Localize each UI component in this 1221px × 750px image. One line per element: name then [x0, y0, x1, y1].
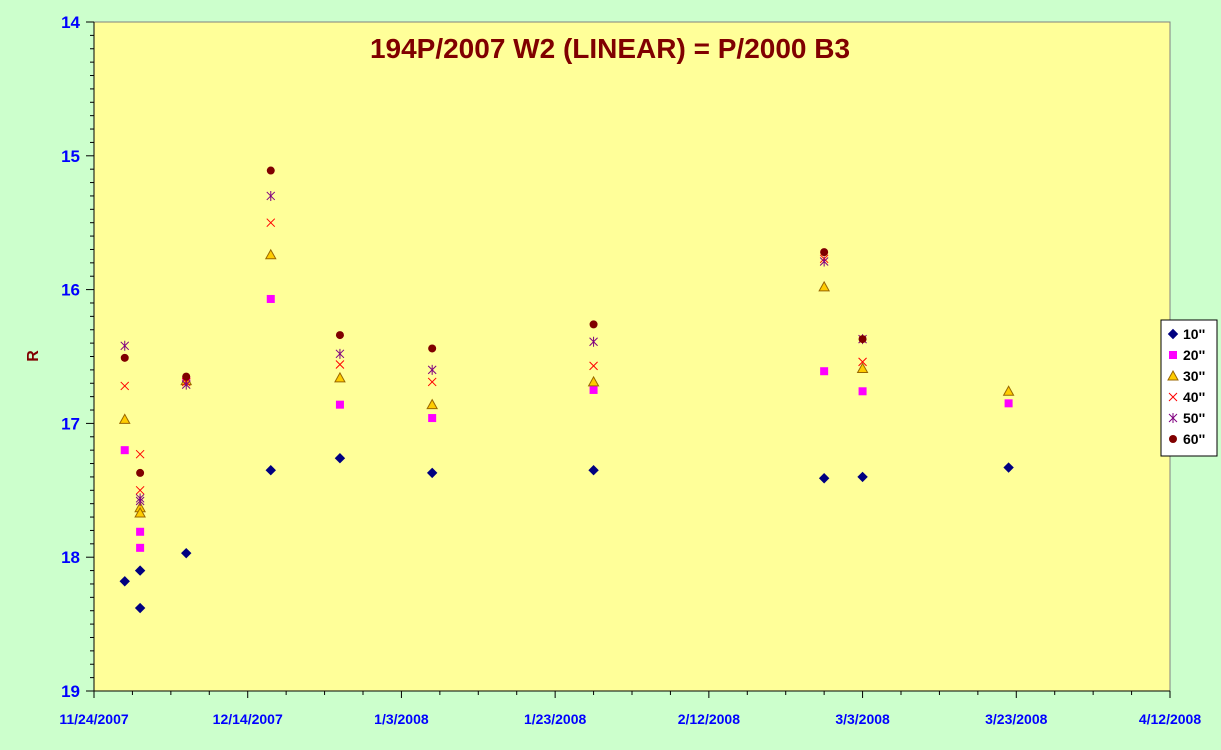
- chart-title: 194P/2007 W2 (LINEAR) = P/2000 B3: [370, 33, 850, 64]
- data-point: [818, 473, 830, 484]
- y-tick-label: 16: [61, 281, 80, 300]
- data-point: [589, 320, 598, 329]
- axes: 14 15 16 17 18 19 11/24/2007 12/14/2007 1/3/2008…: [59, 13, 1201, 727]
- x-tick-label: 2/12/2008: [678, 711, 740, 727]
- data-point: [819, 256, 829, 267]
- data-point: [818, 280, 830, 292]
- series-square: [120, 294, 1013, 552]
- data-point: [266, 190, 276, 201]
- x-tick-label: 1/3/2008: [374, 711, 429, 727]
- y-tick-label: 14: [61, 13, 80, 32]
- data-point: [134, 507, 146, 518]
- data-point: [858, 357, 867, 367]
- x-tick-label: 3/3/2008: [835, 711, 890, 727]
- legend-label: 60'': [1183, 431, 1205, 447]
- x-tick-label: 4/12/2008: [1139, 711, 1201, 727]
- y-tick-label: 17: [61, 414, 80, 433]
- data-point: [856, 362, 869, 374]
- data-point: [858, 335, 867, 344]
- data-point: [134, 602, 146, 614]
- legend-label: 40'': [1183, 389, 1205, 405]
- data-point: [182, 372, 191, 381]
- data-point: [135, 485, 145, 495]
- y-tick-label: 19: [61, 682, 80, 701]
- data-point: [1004, 399, 1013, 408]
- data-point: [857, 471, 868, 483]
- data-point: [181, 547, 192, 559]
- data-point: [334, 452, 346, 464]
- data-point: [589, 385, 598, 394]
- x-tick-label: 3/23/2008: [985, 711, 1047, 727]
- data-point: [118, 413, 131, 424]
- data-point: [120, 446, 129, 455]
- data-point: [589, 336, 598, 347]
- data-point: [136, 527, 145, 536]
- data-point: [265, 465, 276, 476]
- data-point: [858, 387, 867, 396]
- data-point: [334, 371, 346, 383]
- plot-area: [93, 21, 1171, 692]
- legend-marker: [1168, 413, 1178, 423]
- data-point: [335, 331, 344, 340]
- data-point: [120, 381, 130, 391]
- y-tick-label: 18: [61, 548, 80, 567]
- data-point: [335, 400, 344, 409]
- data-point: [136, 468, 145, 477]
- legend: 10'' 20'' 30'' 40'' 50'' 60'': [1160, 319, 1218, 457]
- data-point: [427, 377, 437, 387]
- legend-marker: [1169, 351, 1177, 359]
- data-point: [266, 218, 276, 228]
- x-tick-label: 12/14/2007: [213, 711, 283, 727]
- y-tick-label: 15: [61, 147, 80, 166]
- data-point: [264, 248, 277, 260]
- data-point: [589, 361, 598, 371]
- data-marks: [118, 166, 1015, 614]
- y-axis-label: R: [25, 350, 42, 362]
- data-point: [136, 543, 145, 552]
- data-point: [134, 565, 146, 576]
- data-point: [588, 465, 599, 476]
- data-point: [266, 166, 275, 175]
- data-point: [426, 398, 439, 410]
- legend-label: 30'': [1183, 368, 1205, 384]
- legend-label: 20'': [1183, 347, 1205, 363]
- data-point: [120, 353, 129, 362]
- legend-marker: [1168, 392, 1178, 402]
- data-point: [120, 340, 130, 351]
- legend-label: 50'': [1183, 410, 1205, 426]
- data-point: [135, 496, 145, 507]
- data-point: [587, 375, 600, 387]
- data-point: [181, 379, 191, 390]
- legend-label: 10'': [1183, 326, 1205, 342]
- legend-marker: [1167, 369, 1179, 381]
- data-point: [119, 576, 130, 587]
- data-point: [426, 467, 438, 479]
- x-tick-label: 1/23/2008: [524, 711, 586, 727]
- data-point: [135, 449, 145, 459]
- data-point: [820, 248, 829, 257]
- data-point: [427, 364, 437, 375]
- legend-box: [1160, 319, 1218, 457]
- data-point: [820, 367, 829, 376]
- legend-marker: [1167, 328, 1179, 340]
- data-point: [335, 348, 345, 359]
- data-point: [335, 360, 345, 369]
- x-tick-label: 11/24/2007: [59, 711, 129, 727]
- series-circle: [120, 166, 867, 477]
- data-point: [428, 414, 437, 423]
- data-point: [428, 344, 437, 353]
- data-point: [266, 294, 275, 303]
- legend-marker: [1169, 435, 1177, 443]
- data-point: [1002, 385, 1015, 396]
- data-point: [1003, 462, 1014, 473]
- series-diamond: [119, 452, 1014, 614]
